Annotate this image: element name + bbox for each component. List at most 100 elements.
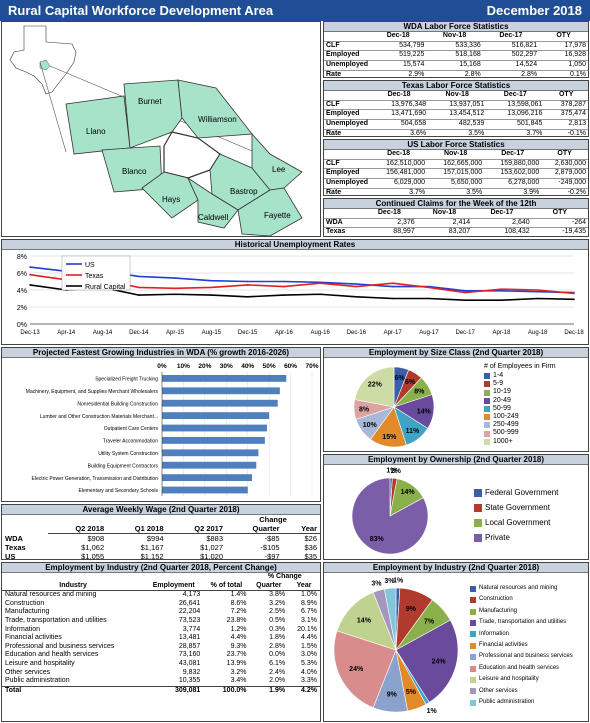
legend-item: 5-9 — [484, 380, 519, 388]
data-point — [355, 285, 358, 288]
texas-stats-table: Dec-18 Nov-18 Dec-17 OTY CLF 13,976,348 13,937… — [324, 91, 588, 136]
wage-title: Average Weekly Wage (2nd Quarter 2018) — [2, 505, 320, 515]
legend-swatch — [474, 488, 482, 497]
table-row: Texas $1,062 $1,167 $1,027 -$105 $36 — [2, 543, 320, 552]
table-cell: Rate — [326, 188, 342, 196]
slice-label: 83% — [370, 536, 385, 543]
page-title: Rural Capital Workforce Development Area — [8, 3, 274, 18]
data-point — [500, 290, 503, 292]
legend-item: Manufacturing — [470, 606, 573, 617]
legend-label: Other services — [479, 687, 518, 694]
table-cell: $36 — [304, 543, 317, 552]
legend-item: 100-249 — [484, 413, 519, 421]
data-point — [391, 297, 394, 300]
header-cell — [2, 524, 48, 534]
table-cell: 7.2% — [230, 608, 247, 616]
table-cell: -$105 — [260, 543, 280, 552]
texas-outline — [9, 25, 77, 95]
county-caldwell — [187, 176, 239, 229]
map-panel: Llano Burnet Williamson Blanco Hays Bast… — [1, 21, 321, 237]
table-row: Public administration 10,355 3.4% 2.0% 3.3% — [2, 677, 320, 686]
table-cell: 4.4% — [230, 634, 247, 642]
county-label: Bastrop — [230, 187, 258, 196]
table-cell: 9.3% — [230, 642, 247, 650]
bar — [162, 474, 252, 482]
bar — [162, 437, 265, 444]
table-header-row: % Change — [2, 573, 320, 582]
legend-item: Natural resources and mining — [470, 583, 573, 594]
historical-line-chart: 0% 2% 4% 6% 8% Dec-13 Apr-14 Aug-14 Dec-14 Apr-15… — [17, 254, 584, 336]
table-cell: 3.4% — [230, 677, 247, 685]
table-cell: 2,813 — [544, 119, 588, 130]
data-point — [283, 294, 285, 296]
table-cell: 13,096,216 — [486, 109, 545, 121]
table-cell: 0.1% — [570, 70, 586, 78]
wage-panel: Average Weekly Wage (2nd Quarter 2018) C… — [1, 504, 321, 560]
industry-pie-panel: Employment by Industry (2nd Quarter 2018… — [323, 562, 589, 722]
legend-label: 10-19 — [493, 388, 511, 396]
data-point — [174, 277, 176, 279]
county-fayette — [237, 187, 303, 236]
header-cell — [324, 150, 371, 160]
size-pie-chart: 6%6% 8% 14% 11% 15% 10% 8% 22% — [353, 366, 435, 448]
table-cell: 15,574 — [370, 60, 427, 71]
legend-label: Financial activities — [479, 642, 528, 649]
table-cell: $1,167 — [140, 543, 164, 552]
legend-item: State Government — [474, 500, 558, 515]
legend-item: Professional and business services — [470, 651, 573, 662]
county-label: Fayette — [264, 211, 291, 220]
legend-swatch — [470, 608, 476, 615]
table-cell: 73,160 — [178, 651, 201, 659]
size-panel: Employment by Size Class (2nd Quarter 20… — [323, 347, 589, 452]
legend-item: 50-99 — [484, 405, 519, 413]
table-cell: 157,015,000 — [427, 168, 485, 180]
table-cell: Leisure and hospitality — [5, 659, 75, 667]
legend-label: Professional and business services — [479, 653, 573, 660]
header-cell: Q2 2018 — [47, 524, 108, 534]
table-header-row: Q2 2018 Q1 2018 Q2 2017 Quarter Year — [2, 524, 320, 534]
table-cell: 83,207 — [448, 228, 471, 236]
header-cell: Year — [282, 524, 320, 534]
table-row: Other services 9,832 3.2% 2.4% 4.0% — [2, 669, 320, 678]
ownership-pie-chart: 1%2% 14% 83% — [351, 468, 429, 555]
y-tick-label: 8% — [17, 254, 27, 261]
table-cell: Employed — [324, 168, 371, 180]
header-cell — [2, 515, 48, 524]
category-label: Elementary and Secondary Schools — [79, 488, 159, 494]
slice-label: 10% — [363, 422, 378, 429]
table-cell: 13,471,690 — [370, 109, 429, 121]
table-cell: 0.0% — [269, 651, 286, 659]
table-cell: 6,029,000 — [370, 178, 428, 189]
data-point — [210, 294, 213, 296]
bar — [162, 486, 248, 494]
legend-swatch — [484, 422, 490, 429]
table-cell: 4,173 — [182, 591, 201, 599]
x-tick-label: Aug-16 — [310, 330, 330, 336]
slice-label: 22% — [368, 381, 383, 388]
slice-label: 3% — [371, 580, 382, 587]
rca-highlight — [39, 59, 51, 71]
header-cell: OTY — [531, 209, 588, 219]
data-point — [391, 285, 394, 288]
table-cell: 516,821 — [482, 41, 540, 52]
y-tick-label: 0% — [17, 322, 27, 329]
size-legend-title: # of Employees in Firm — [484, 363, 556, 370]
slice-label: 5% — [406, 689, 417, 696]
county-map: Llano Burnet Williamson Blanco Hays Bast… — [9, 25, 303, 236]
table-cell: $35 — [304, 552, 317, 560]
pie-slice — [351, 477, 429, 555]
pie-slice — [395, 619, 459, 703]
category-label: Electric Power Generation, Transmission … — [32, 476, 159, 482]
x-tick-label: Dec-14 — [129, 330, 149, 336]
x-tick-label: Dec-16 — [347, 330, 367, 336]
table-cell: 108,432 — [504, 228, 530, 236]
legend-swatch — [484, 430, 490, 437]
slice-label: 1% — [427, 708, 438, 715]
table-cell: 159,880,000 — [484, 159, 542, 170]
table-cell: Unemployed — [324, 60, 371, 71]
zoom-line — [39, 61, 67, 153]
header-cell: Dec-17 — [484, 150, 542, 160]
data-point — [29, 284, 31, 286]
texas-stats-panel: Texas Labor Force Statistics Dec-18 Nov-1… — [323, 80, 589, 137]
x-tick-label: Apr-17 — [384, 330, 403, 336]
